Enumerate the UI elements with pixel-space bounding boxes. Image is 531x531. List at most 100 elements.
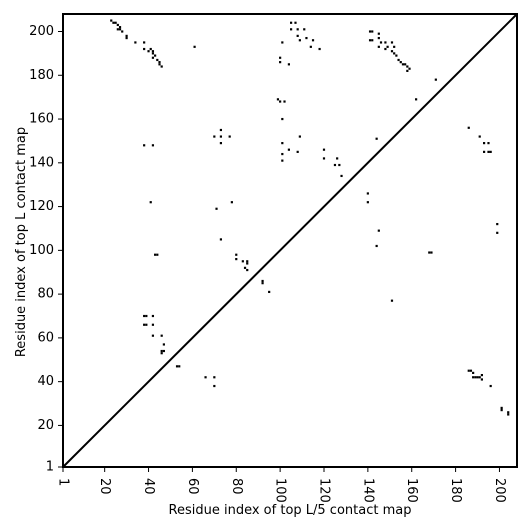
contact-point <box>401 63 405 66</box>
contact-point <box>371 39 374 42</box>
contact-point <box>377 229 380 232</box>
contact-point <box>487 150 490 153</box>
contact-point <box>281 152 284 156</box>
contact-point <box>114 21 117 24</box>
contact-point <box>156 253 159 256</box>
contact-point <box>311 39 315 42</box>
contact-point <box>121 30 124 33</box>
contact-point <box>305 36 308 40</box>
contact-point <box>160 65 163 68</box>
contact-point <box>296 34 299 37</box>
contact-point <box>156 58 159 62</box>
contact-point <box>276 98 280 101</box>
contact-point <box>377 45 380 48</box>
contact-point <box>298 39 301 42</box>
contact-point <box>151 323 155 326</box>
contact-point <box>235 253 238 256</box>
contact-point <box>333 163 337 167</box>
contact-point <box>375 244 378 248</box>
contact-point <box>434 78 437 81</box>
contact-point <box>406 69 409 72</box>
contact-point <box>125 34 128 37</box>
contact-point <box>336 157 339 160</box>
contact-point <box>219 142 223 145</box>
contact-point <box>366 192 369 195</box>
contact-point <box>507 411 510 414</box>
contact-point <box>390 41 394 44</box>
contact-point <box>151 314 155 318</box>
contact-point <box>368 39 372 42</box>
contact-point <box>415 98 418 101</box>
contact-point <box>213 384 216 388</box>
contact-point <box>219 238 223 241</box>
x-tick-label: 60 <box>185 478 200 495</box>
contact-point <box>480 378 483 381</box>
plot-frame <box>62 13 518 468</box>
contact-point <box>467 369 470 372</box>
contact-point <box>395 54 398 57</box>
contact-point <box>143 47 146 51</box>
x-tick-label: 20 <box>97 478 112 495</box>
y-tick-label: 100 <box>29 243 54 258</box>
contact-point <box>384 47 387 51</box>
contact-point <box>366 201 369 204</box>
contact-point <box>149 201 152 204</box>
contact-point <box>246 268 249 272</box>
contact-point <box>154 253 157 256</box>
y-tick-label: 40 <box>37 374 54 389</box>
contact-point <box>483 150 486 153</box>
contact-point <box>480 373 483 377</box>
contact-point <box>318 47 321 51</box>
contact-point <box>487 142 490 145</box>
contact-point <box>371 30 374 33</box>
contact-point <box>428 251 431 254</box>
contact-point <box>467 126 470 129</box>
y-tick-label: 120 <box>29 199 54 214</box>
contact-point <box>162 343 165 346</box>
contact-point <box>340 174 343 178</box>
contact-point <box>219 135 223 138</box>
contact-point <box>268 290 271 294</box>
contact-point <box>496 222 499 226</box>
contact-point <box>213 135 216 138</box>
contact-point <box>399 61 402 64</box>
contact-point <box>496 231 499 234</box>
contact-point <box>143 144 146 147</box>
contact-point <box>281 142 284 145</box>
contact-point <box>298 135 301 138</box>
contact-point <box>281 159 284 162</box>
diagonal-reference-line <box>62 13 518 468</box>
contact-point <box>151 144 155 147</box>
contact-point <box>118 26 122 29</box>
contact-point <box>483 142 486 145</box>
contact-point <box>377 36 380 40</box>
contact-point <box>303 28 306 31</box>
x-axis-label: Residue index of top L/5 contact map <box>169 503 412 518</box>
contact-point <box>474 376 477 379</box>
y-tick-label: 1 <box>46 460 54 475</box>
contact-point <box>204 376 207 379</box>
contact-point <box>279 100 282 103</box>
x-tick-label: 100 <box>273 478 288 503</box>
contact-point <box>283 100 286 103</box>
contact-point <box>472 371 475 374</box>
contact-point <box>158 63 161 66</box>
contact-point <box>287 63 290 66</box>
contact-point <box>145 314 148 318</box>
contact-point <box>384 41 387 44</box>
contact-point <box>261 279 264 283</box>
contact-point <box>322 157 326 160</box>
contact-point <box>408 67 411 70</box>
contact-point <box>469 369 473 372</box>
x-tick-label: 80 <box>229 478 244 495</box>
contact-point <box>500 409 503 412</box>
contact-point <box>154 54 157 57</box>
contact-point <box>158 61 161 64</box>
contact-point <box>134 41 137 44</box>
y-tick-label: 60 <box>37 330 54 345</box>
contact-point <box>143 314 146 318</box>
contact-point <box>151 50 155 53</box>
contact-point <box>162 349 165 353</box>
